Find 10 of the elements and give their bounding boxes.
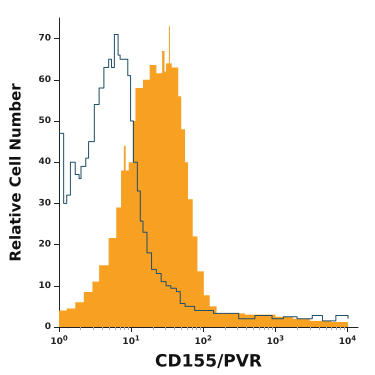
- x-axis-title: CD155/PVR: [155, 352, 262, 372]
- y-tick-label: 70: [38, 34, 51, 44]
- y-axis-title: Relative Cell Number: [6, 82, 24, 262]
- y-tick-label: 50: [38, 116, 51, 126]
- y-tick-label: 10: [38, 280, 51, 291]
- y-tick-label: 20: [38, 240, 51, 250]
- y-tick-label: 30: [38, 198, 51, 208]
- y-tick-label: 0: [44, 322, 51, 332]
- y-tick-label: 60: [38, 74, 51, 85]
- y-tick-label: 40: [38, 157, 51, 168]
